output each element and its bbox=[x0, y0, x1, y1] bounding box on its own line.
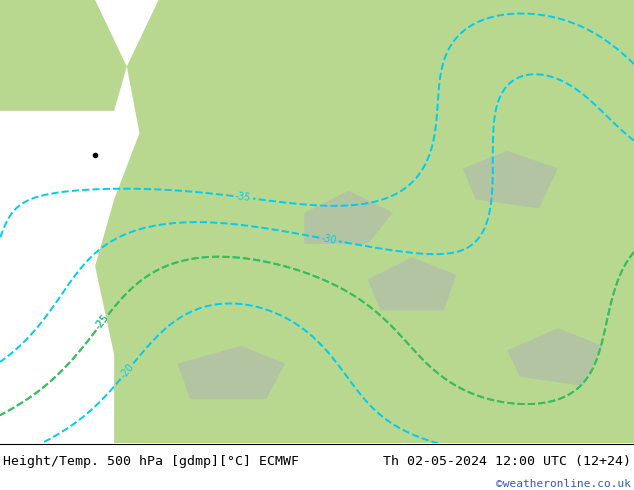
Text: -25: -25 bbox=[93, 313, 111, 332]
Text: -35: -35 bbox=[235, 192, 252, 203]
Polygon shape bbox=[507, 328, 602, 386]
Text: -20: -20 bbox=[118, 362, 136, 381]
Polygon shape bbox=[0, 0, 127, 111]
Polygon shape bbox=[463, 151, 558, 208]
Text: ©weatheronline.co.uk: ©weatheronline.co.uk bbox=[496, 479, 631, 490]
Polygon shape bbox=[178, 346, 285, 399]
Polygon shape bbox=[304, 191, 393, 244]
Polygon shape bbox=[368, 257, 456, 311]
Text: Height/Temp. 500 hPa [gdmp][°C] ECMWF: Height/Temp. 500 hPa [gdmp][°C] ECMWF bbox=[3, 455, 299, 467]
Text: Th 02-05-2024 12:00 UTC (12+24): Th 02-05-2024 12:00 UTC (12+24) bbox=[383, 455, 631, 467]
Polygon shape bbox=[95, 0, 634, 443]
Text: -30: -30 bbox=[320, 233, 337, 246]
Text: -25: -25 bbox=[93, 313, 111, 332]
